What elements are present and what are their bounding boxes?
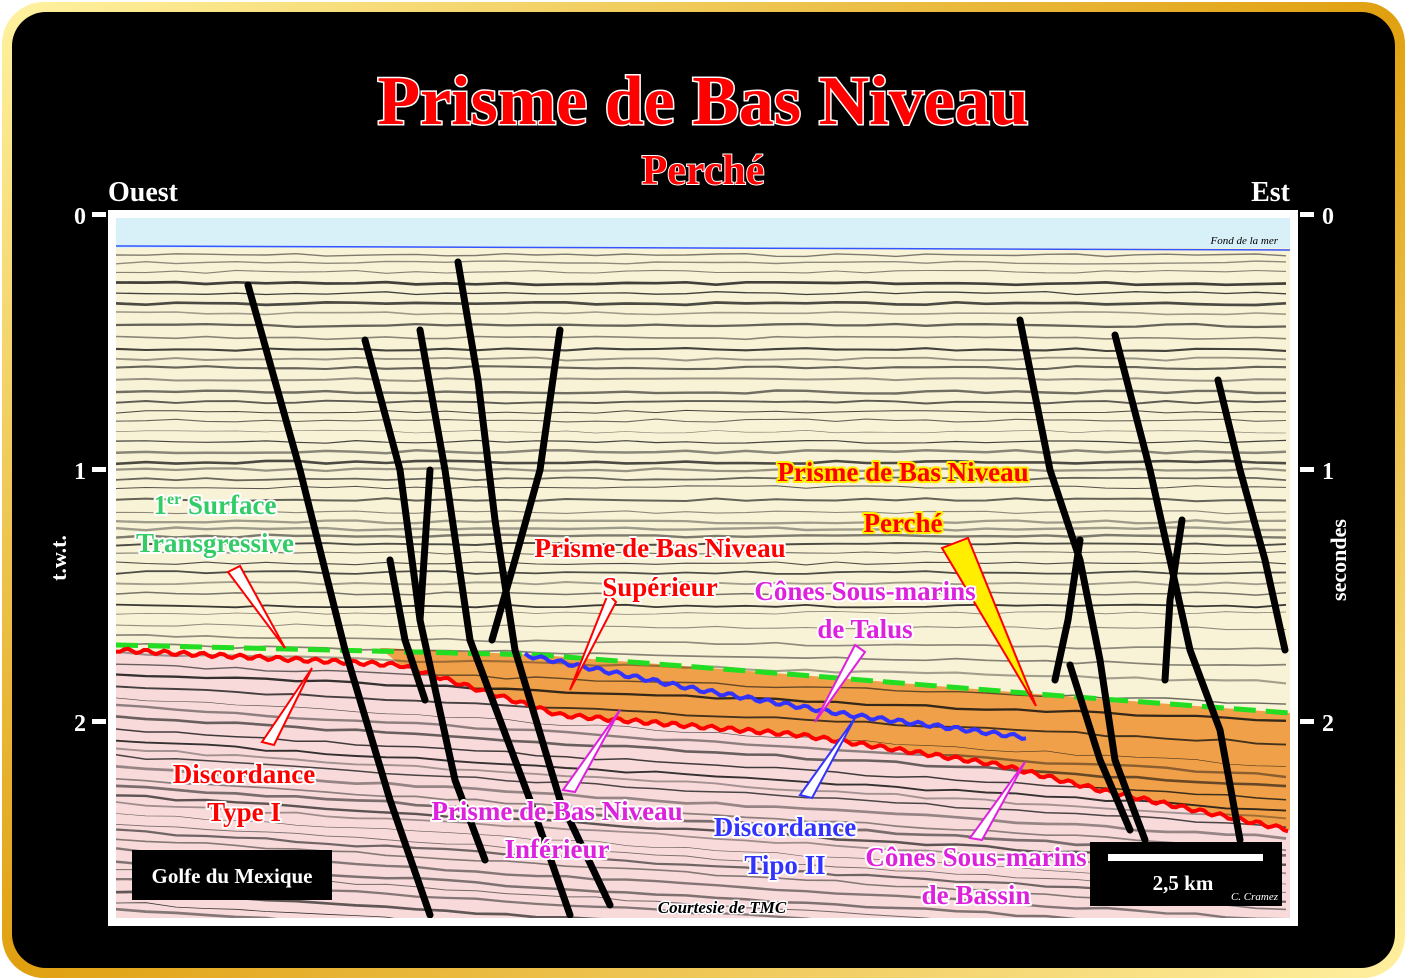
reflector [116,377,1287,383]
author-credit: C. Cramez [1231,891,1279,903]
reflector [116,580,1287,586]
location-label: Golfe du Mexique [152,864,313,888]
arrow-type2 [798,717,856,800]
reflector [116,476,1287,482]
reflector [116,777,1287,852]
label-disc1-1: Discordance [173,759,315,789]
type1-unconformity-line [116,646,1289,834]
reflector [116,269,1287,274]
reflector [116,322,1287,329]
right-axis: 0 1 2 secondes [1300,204,1351,737]
reflector [116,570,1287,575]
reflector [116,409,1287,414]
faults [244,258,1289,918]
label-pbn-sup-1: Prisme de Bas Niveau [534,533,785,563]
label-surface-2: Transgressive [136,528,294,558]
reflector [116,561,1287,566]
label-disc2-1: Discordance [714,812,856,842]
reflector [116,365,1287,371]
label-cones-bassin-1: Cônes Sous-marins [865,842,1086,872]
courtesy-credit: Courtesie de TMC [658,898,787,917]
reflector [116,290,1287,296]
label-pbn-inf-1: Prisme de Bas Niveau [431,796,682,826]
left-tick-1: 1 [74,459,86,485]
location-box: Golfe du Mexique [132,850,332,900]
page-title: Prisme de Bas Niveau [377,63,1028,140]
arrow-cones-talus [814,643,867,723]
reflector [116,439,1287,444]
reflector [116,418,1287,423]
reflector [116,747,1287,820]
reflector [116,347,1287,353]
arrow-pbn-inf [561,709,621,794]
reflector [116,389,1287,395]
reflector [116,634,1287,650]
label-pbn-sup-2: Supérieur [602,572,718,602]
right-tick-1: 1 [1322,459,1334,485]
reflector [116,459,1287,466]
arrow-cones-bassin [968,761,1026,842]
type2-unconformity-line [523,651,1027,741]
reflector [116,356,1287,362]
label-cones-talus-1: Cônes Sous-marins [754,576,975,606]
arrow-pbn-perche [940,536,1037,707]
arrow-transgressive [226,564,286,649]
scale-label: 2,5 km [1153,871,1214,895]
seafloor-line [116,245,1290,251]
reflector [116,673,1287,722]
right-axis-label: secondes [1326,519,1351,601]
reflector [116,533,1287,539]
scale-bar [1108,854,1263,861]
reflector [116,467,1287,473]
right-tick-0: 0 [1322,204,1334,230]
label-pbn-perche-2: Perché [864,508,943,538]
label-disc2-2: Tipo II [744,850,825,880]
label-surface-1: 1er Surface [154,490,277,520]
scale-box: 2,5 km C. Cramez [1090,842,1282,906]
west-label: Ouest [108,177,179,208]
reflector [116,335,1287,341]
left-axis-label: t.w.t. [46,535,71,581]
right-tick-2: 2 [1322,711,1334,737]
reflector [116,765,1287,840]
reflector [116,697,1287,767]
reflector [116,591,1287,596]
label-cones-bassin-2: de Bassin [922,880,1031,910]
callout-arrows [226,536,1037,842]
reflector [116,260,1287,265]
reflector [116,280,1287,287]
transgressive-surface-line [116,642,1290,716]
reflector [116,399,1287,405]
seismic-section: Fond de la mer [116,218,1290,918]
reflector [116,311,1287,316]
page-subtitle: Perché [642,148,765,194]
reflector [116,902,395,918]
reflector [116,541,1287,547]
interpretation-labels: 1er Surface Transgressive Discordance Ty… [134,455,1089,912]
left-tick-2: 2 [74,711,86,737]
reflector [116,754,1287,828]
arrow-type1 [260,667,313,747]
label-disc1-2: Type I [207,797,281,827]
reflector [116,300,1287,307]
sea-layer [116,218,1290,248]
east-label: Est [1251,177,1291,208]
reflector [116,715,1287,788]
reflector [116,252,1287,258]
reflector [116,551,1287,555]
reflector [116,429,1287,434]
arrow-pbn-sup [569,592,618,691]
left-axis: 0 1 2 t.w.t. [46,204,106,737]
left-tick-0: 0 [74,204,86,230]
reflector [116,485,1287,490]
seafloor-label: Fond de la mer [1209,235,1278,247]
reflector [116,703,1287,779]
label-pbn-perche-1: Prisme de Bas Niveau [777,457,1028,487]
label-cones-talus-2: de Talus [817,614,912,644]
label-pbn-inf-2: Inférieur [505,834,610,864]
reflector [116,739,1287,812]
reflector [116,890,603,918]
reflector [116,448,1287,455]
